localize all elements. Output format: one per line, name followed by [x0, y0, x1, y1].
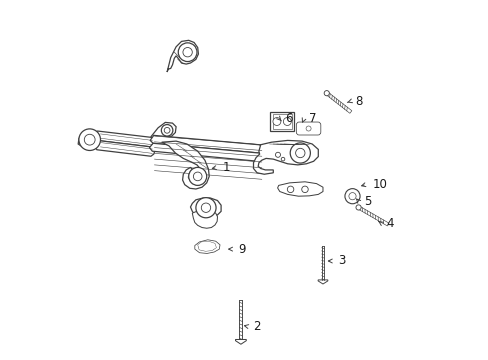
Circle shape	[287, 186, 293, 193]
Circle shape	[164, 127, 170, 133]
Circle shape	[355, 205, 361, 210]
Text: 2: 2	[253, 320, 261, 333]
Bar	[321, 246, 324, 280]
Circle shape	[283, 117, 291, 126]
Polygon shape	[93, 131, 156, 147]
Text: 5: 5	[364, 195, 371, 208]
FancyBboxPatch shape	[296, 122, 320, 135]
Circle shape	[281, 157, 284, 161]
Polygon shape	[167, 40, 198, 72]
Text: 9: 9	[238, 243, 245, 256]
Circle shape	[344, 189, 359, 204]
Circle shape	[272, 117, 280, 126]
Circle shape	[79, 129, 101, 150]
Polygon shape	[325, 92, 351, 113]
Text: 1: 1	[223, 161, 230, 174]
Polygon shape	[235, 339, 246, 344]
Polygon shape	[192, 211, 217, 228]
Circle shape	[201, 203, 210, 212]
Circle shape	[199, 243, 205, 250]
Polygon shape	[78, 130, 101, 149]
Text: 7: 7	[309, 112, 316, 125]
Polygon shape	[190, 198, 221, 218]
Text: 3: 3	[337, 255, 345, 267]
Polygon shape	[253, 140, 318, 174]
Circle shape	[193, 172, 202, 181]
Polygon shape	[150, 135, 264, 153]
Circle shape	[348, 193, 355, 200]
Text: 10: 10	[371, 178, 386, 191]
FancyBboxPatch shape	[270, 112, 293, 131]
Circle shape	[305, 126, 310, 131]
Polygon shape	[357, 206, 388, 226]
Circle shape	[196, 198, 216, 218]
Circle shape	[289, 143, 310, 163]
Polygon shape	[197, 241, 216, 251]
Circle shape	[275, 152, 280, 157]
Circle shape	[301, 186, 307, 193]
Polygon shape	[194, 240, 220, 253]
Text: 6: 6	[284, 112, 292, 125]
Polygon shape	[277, 182, 322, 196]
Circle shape	[84, 134, 95, 145]
Circle shape	[295, 148, 305, 158]
Polygon shape	[151, 122, 176, 140]
Circle shape	[324, 91, 329, 96]
Circle shape	[161, 125, 172, 136]
Text: 4: 4	[386, 217, 393, 230]
Circle shape	[188, 167, 206, 185]
Bar	[239, 300, 242, 339]
Polygon shape	[149, 143, 264, 161]
Polygon shape	[94, 140, 155, 156]
Polygon shape	[162, 141, 209, 189]
Text: 8: 8	[355, 95, 362, 108]
Polygon shape	[318, 280, 327, 284]
FancyBboxPatch shape	[272, 114, 291, 129]
Circle shape	[208, 243, 214, 250]
Circle shape	[178, 43, 197, 62]
Circle shape	[183, 48, 192, 57]
